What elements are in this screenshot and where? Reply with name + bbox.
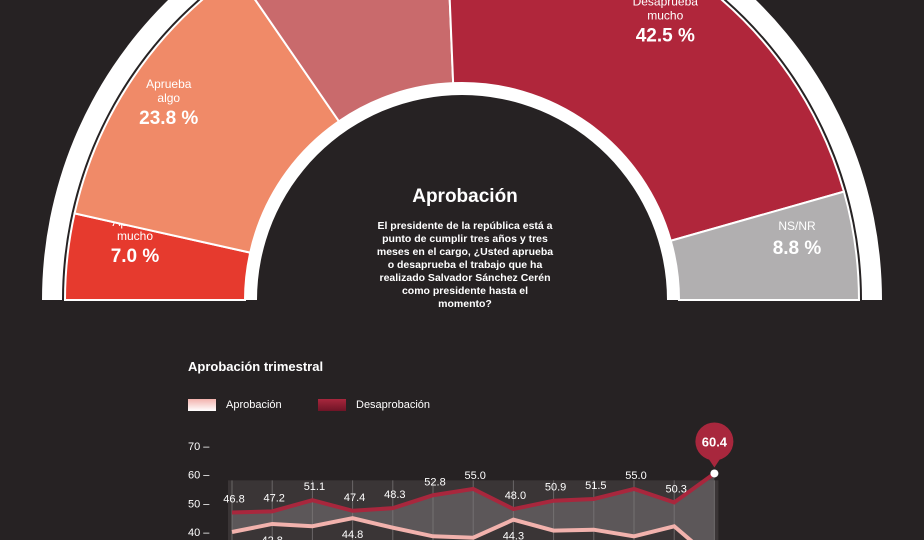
gauge-slice-label: NS/NR 8.8 % [773, 219, 822, 259]
disapproval-point-label: 47.4 [344, 492, 365, 504]
approval-line [231, 516, 694, 540]
legend-label-approval: Aprobación [226, 399, 282, 411]
disapproval-point-label: 50.3 [665, 483, 686, 495]
slice-value-label: 7.0 % [111, 246, 160, 267]
legend-swatch-disapproval [318, 399, 346, 411]
disapproval-point-label: 51.5 [585, 480, 606, 492]
disapproval-point-label: 55.0 [625, 470, 646, 482]
y-tick-label: 70 – [188, 441, 210, 453]
legend-swatch-approval [188, 399, 216, 411]
slice-category-line2: mucho [117, 229, 153, 243]
slice-value-label: 8.8 % [773, 238, 822, 259]
disapproval-point-label: 55.0 [464, 470, 485, 482]
last-point-marker [710, 469, 719, 478]
disapproval-point-label: 48.0 [505, 490, 526, 502]
disapproval-point-label: 46.8 [223, 493, 244, 505]
slice-category-line2: algo [157, 91, 180, 105]
disapproval-point-label: 51.1 [304, 481, 325, 493]
disapproval-point-label: 52.8 [424, 476, 445, 488]
approval-point-label: 44.8 [342, 529, 363, 540]
slice-category-line1: NS/NR [778, 219, 816, 233]
gauge-slice [448, 0, 846, 243]
gauge-slice [73, 0, 341, 254]
gauge-title: Aprobación [412, 186, 518, 207]
survey-question: El presidente de la república está a pun… [376, 220, 554, 310]
plot-area [228, 480, 719, 540]
slice-value-label: 42.5 % [636, 25, 695, 46]
gauge-slice [669, 190, 861, 301]
highlight-pointer [706, 455, 723, 468]
disapproval-point-label: 48.3 [384, 489, 405, 501]
approval-point-label: 42.8 [261, 535, 282, 540]
legend-item-disapproval: Desaprobación [318, 399, 430, 411]
slice-value-label: 23.8 % [139, 108, 198, 129]
y-tick-label: 50 – [188, 498, 210, 510]
highlight-bubble [695, 422, 734, 461]
slice-category-line2: mucho [647, 8, 683, 22]
legend-item-approval: Aprobación [188, 399, 282, 411]
y-tick-label: 40 – [188, 527, 210, 539]
slice-category-line1: Desaprueba [633, 0, 699, 8]
approval-point-label: 44.3 [503, 531, 524, 540]
disapproval-point-label: 47.2 [263, 492, 284, 504]
y-tick-label: 60 – [188, 470, 210, 482]
gauge-slice [254, 0, 455, 123]
highlight-value: 60.4 [702, 434, 728, 449]
disapproval-point-label: 50.9 [545, 482, 566, 494]
slice-category-line1: Aprueba [146, 77, 192, 91]
gauge-center: Aprobación El presidente de la república… [345, 186, 585, 311]
trend-chart-title: Aprobación trimestral [188, 359, 324, 374]
legend-label-disapproval: Desaprobación [356, 399, 430, 411]
disapproval-line [231, 471, 716, 515]
gap-area [232, 473, 715, 540]
